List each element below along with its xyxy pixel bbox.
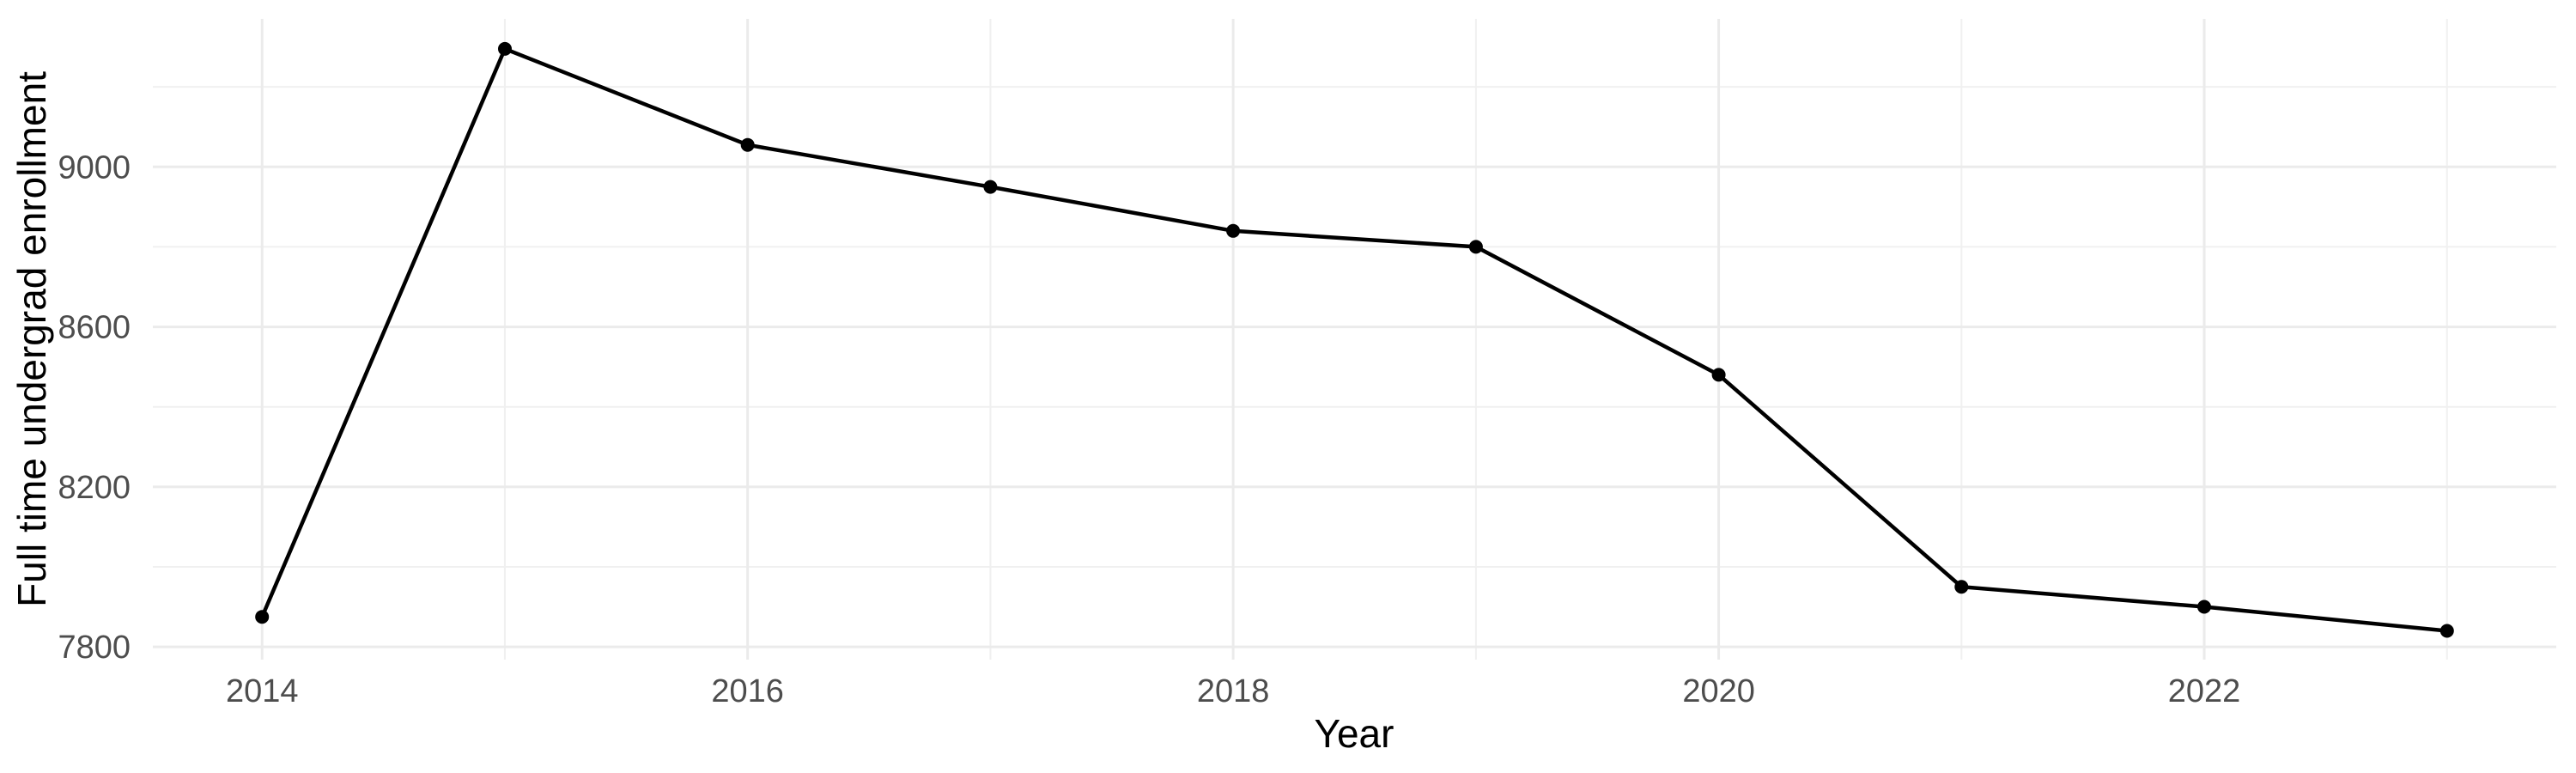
x-axis-tick-label: 2014 [226, 673, 299, 709]
data-point [2197, 600, 2211, 614]
x-axis-tick-label: 2016 [711, 673, 784, 709]
x-axis-tick-label: 2022 [2168, 673, 2241, 709]
data-point [2439, 624, 2454, 638]
y-axis-tick-label: 7800 [58, 630, 131, 666]
data-point [1954, 580, 1969, 594]
data-point [1711, 368, 1726, 382]
data-point [255, 610, 270, 624]
data-point [1226, 223, 1241, 238]
y-axis-tick-label: 8600 [58, 310, 131, 346]
grid-layer [153, 19, 2556, 660]
y-axis-title: Full time undergrad enrollment [9, 71, 54, 607]
data-series-layer [255, 41, 2454, 638]
y-axis-tick-label: 9000 [58, 149, 131, 186]
data-point [740, 137, 755, 152]
x-axis-tick-label: 2020 [1682, 673, 1755, 709]
axis-tick-labels-layer: 7800 8200 8600 9000 2014 2016 2018 2020 2022 [58, 149, 2240, 709]
x-axis-title: Year [1315, 711, 1394, 756]
y-axis-tick-label: 8200 [58, 470, 131, 506]
data-point [498, 41, 512, 56]
enrollment-line [260, 46, 2448, 633]
data-point [1468, 240, 1483, 254]
x-axis-tick-label: 2018 [1197, 673, 1270, 709]
data-point [983, 180, 998, 194]
